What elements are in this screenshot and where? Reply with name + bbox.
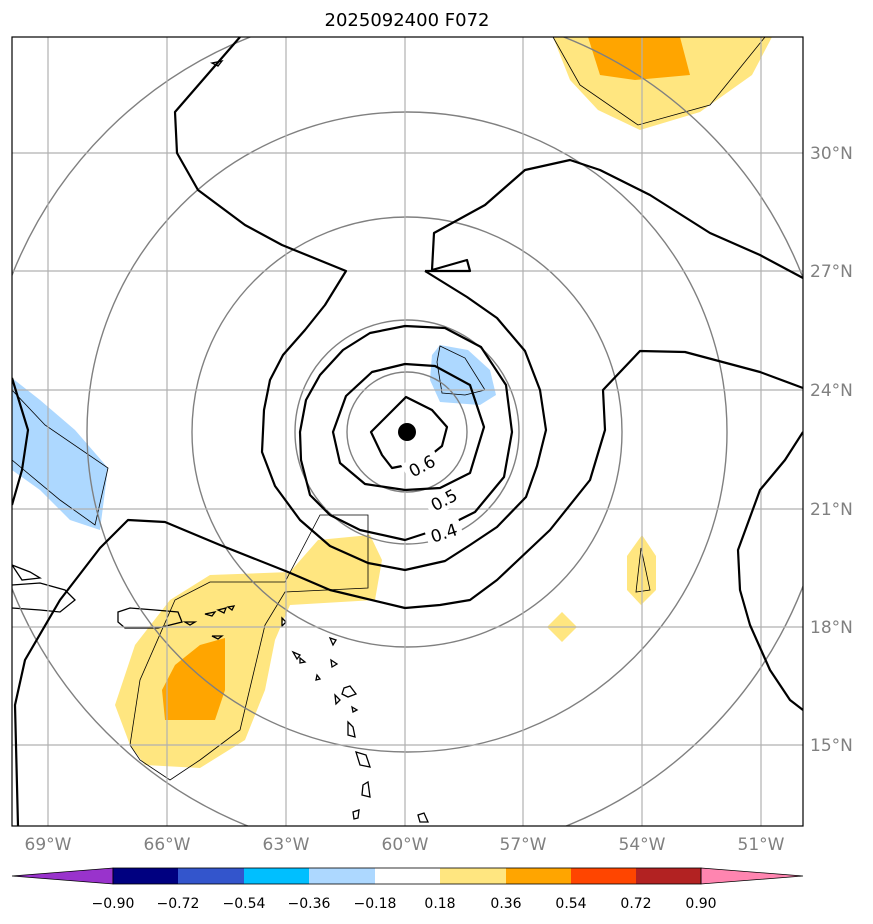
colorbar: −0.90 −0.72 −0.54 −0.36 −0.18 0.18 0.36 … — [11, 867, 804, 912]
lon-label-69w: 69°W — [25, 835, 72, 855]
coast-hispaniola — [12, 564, 42, 581]
coast-island-18 — [352, 809, 360, 820]
colorbar-tick-9: 0.90 — [685, 896, 716, 912]
coast-puerto-rico — [117, 607, 183, 629]
coast-island-5 — [211, 635, 224, 640]
shade-outline-core — [436, 345, 486, 396]
lat-label-15n: 15°N — [810, 736, 853, 756]
colorbar-extend-right — [700, 867, 804, 885]
coast-island-13 — [334, 693, 341, 706]
contour-label-bg-1 — [423, 482, 465, 518]
lat-label-21n: 21°N — [810, 500, 853, 520]
colorbar-segment-9 — [636, 868, 701, 884]
colorbar-tick-2: −0.54 — [223, 896, 266, 912]
contour-05 — [298, 324, 514, 542]
shade-outline-east — [635, 547, 651, 593]
coast-island-9 — [299, 656, 307, 664]
coastlines — [12, 60, 430, 823]
coast-island-2 — [216, 607, 228, 614]
lon-label-54w: 54°W — [619, 835, 666, 855]
contour-lines — [12, 37, 803, 826]
contour-label-bg-0 — [400, 447, 443, 483]
range-rings — [12, 37, 803, 826]
lon-label-63w: 63°W — [263, 835, 310, 855]
colorbar-tick-3: −0.36 — [288, 896, 331, 912]
coast-island-1 — [204, 611, 217, 617]
contour-06 — [331, 362, 486, 492]
contour-02-west — [12, 377, 30, 506]
coast-hispaniola-south — [12, 582, 76, 613]
shade-outline-west — [12, 389, 109, 526]
contour-03-east — [736, 431, 803, 711]
coast-island-8 — [291, 650, 302, 661]
coast-island-19 — [417, 812, 430, 823]
shade-outlines — [12, 37, 766, 781]
coast-island-16 — [355, 751, 371, 768]
colorbar-segment-5 — [375, 868, 440, 884]
coast-island-17 — [361, 780, 371, 798]
colorbar-segment-2 — [178, 868, 244, 884]
colorbar-tick-0: −0.90 — [92, 896, 135, 912]
negative-shade-west — [12, 378, 108, 530]
lon-label-51w: 51°W — [738, 835, 785, 855]
positive-shade-southwest — [115, 535, 382, 768]
colorbar-tick-8: 0.72 — [620, 896, 651, 912]
positive-core-southwest — [162, 638, 225, 720]
contour-03 — [13, 349, 803, 826]
colorbar-tick-1: −0.72 — [157, 896, 200, 912]
contour-04-west — [173, 37, 548, 572]
contour-label-bg-2 — [423, 517, 465, 549]
colorbar-tick-6: 0.36 — [490, 896, 521, 912]
storm-center-marker — [398, 423, 416, 441]
colorbar-segment-4 — [309, 868, 375, 884]
figure-title: 2025092400 F072 — [325, 10, 490, 31]
positive-core-northeast — [588, 37, 690, 80]
shaded-fields — [12, 37, 772, 768]
shade-outline-northeast — [552, 37, 766, 126]
coast-island-14 — [351, 705, 359, 713]
colorbar-segment-1 — [113, 868, 178, 884]
range-ring-2 — [294, 319, 520, 545]
coast-island-15 — [347, 720, 356, 738]
lat-label-27n: 27°N — [810, 262, 853, 282]
colorbar-segment-3 — [244, 868, 309, 884]
longitude-labels: 69°W 66°W 63°W 60°W 57°W 54°W 51°W — [25, 835, 785, 855]
coast-island-3 — [226, 605, 236, 611]
colorbar-segment-7 — [506, 868, 571, 884]
map-frame — [11, 36, 804, 827]
coast-island-12 — [341, 685, 358, 698]
coast-island-11 — [315, 673, 322, 681]
colorbar-frame — [112, 867, 702, 885]
colorbar-segment-6 — [440, 868, 506, 884]
range-ring-4 — [86, 111, 728, 753]
colorbar-segment-8 — [571, 868, 636, 884]
coast-island-7 — [328, 636, 337, 647]
lon-label-60w: 60°W — [382, 835, 429, 855]
range-ring-3 — [191, 216, 623, 648]
latitude-labels: 30°N 27°N 24°N 21°N 18°N 15°N — [810, 144, 853, 756]
coast-island-6 — [281, 616, 287, 628]
colorbar-tick-4: −0.18 — [354, 896, 397, 912]
lat-label-30n: 30°N — [810, 144, 853, 164]
coast-island-10 — [330, 658, 339, 669]
coast-island-4 — [182, 621, 198, 626]
lat-label-24n: 24°N — [810, 381, 853, 401]
lon-label-57w: 57°W — [500, 835, 547, 855]
lat-label-18n: 18°N — [810, 618, 853, 638]
colorbar-tick-5: 0.18 — [424, 896, 455, 912]
colorbar-extend-left — [11, 867, 114, 885]
shade-outline-southwest — [129, 514, 369, 781]
lon-label-66w: 66°W — [144, 835, 191, 855]
colorbar-tick-7: 0.54 — [555, 896, 586, 912]
range-ring-1 — [346, 371, 468, 493]
contour-04-east — [425, 158, 803, 279]
